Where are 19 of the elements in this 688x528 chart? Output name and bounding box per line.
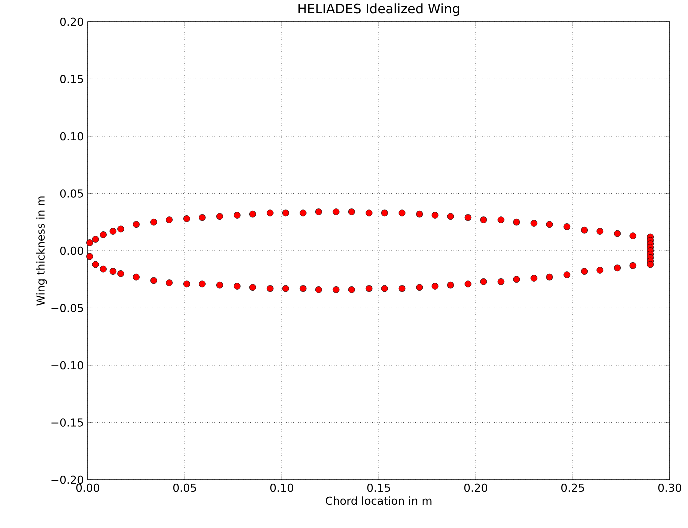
y-tick-label: 0.20 [60,18,84,26]
y-axis-title: Wing thickness in m [36,196,48,306]
x-tick-label: 0.20 [464,484,488,492]
y-tick-label: 0.15 [60,75,84,84]
y-tick-label: −0.10 [52,361,84,370]
y-tick-label: −0.05 [52,304,84,312]
x-tick-label: 0.15 [368,484,390,492]
x-tick-label: 0.10 [270,484,294,492]
y-tick-label: 0.05 [60,190,84,198]
x-tick-label: 0.30 [658,484,682,492]
chart-title: HELIADES Idealized Wing [298,4,460,16]
x-tick-label: 0.00 [76,484,100,492]
y-tick-label: −0.20 [52,476,84,484]
y-tick-label: 0.10 [60,132,84,141]
x-tick-label: 0.25 [562,484,584,492]
x-axis-title: Chord location in m [326,496,432,506]
y-tick-label: −0.15 [52,418,84,427]
x-tick-label: 0.05 [174,484,196,492]
y-tick-label: 0.00 [60,246,84,256]
